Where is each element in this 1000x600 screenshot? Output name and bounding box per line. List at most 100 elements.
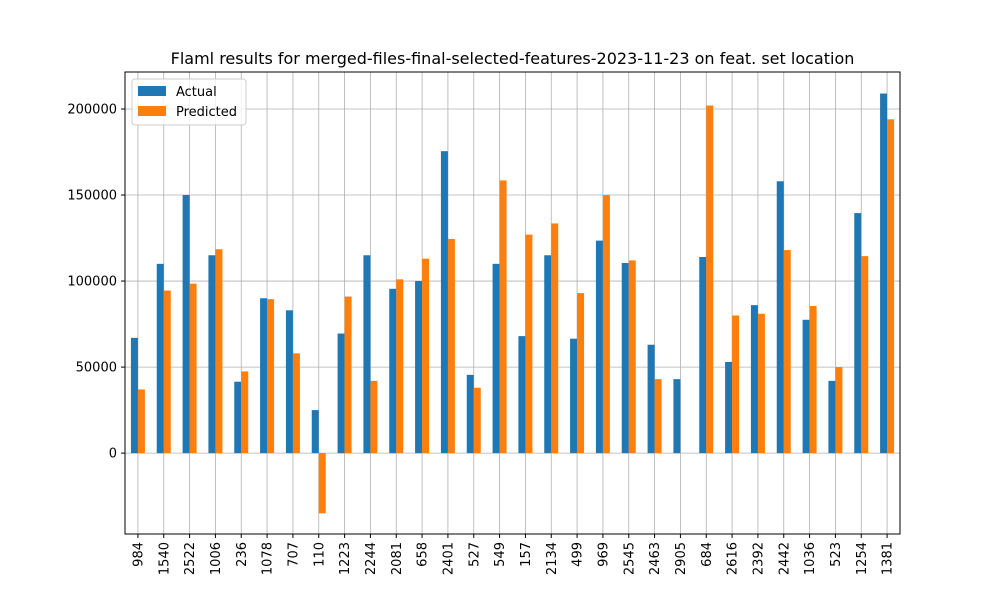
x-tick-label: 2401 [441,542,456,575]
x-tick-label: 157 [519,542,534,567]
bar-predicted-549 [499,180,507,454]
bar-actual-984 [130,337,138,454]
bar-predicted-2522 [189,283,197,454]
y-tick-label: 150000 [67,189,117,204]
bar-actual-2522 [182,195,190,454]
bars [130,93,895,514]
y-tick-label: 50000 [76,361,117,376]
legend: Actual Predicted [131,78,247,126]
bar-actual-2463 [647,344,655,454]
x-tick-label: 527 [467,542,482,567]
x-tick-label: 2905 [674,542,689,575]
x-tick-label: 2134 [545,542,560,575]
x-tick-label: 110 [312,542,327,567]
bar-actual-523 [828,380,836,454]
x-tick-label: 499 [571,542,586,567]
bar-actual-2081 [389,288,397,454]
x-tick-label: 1540 [157,542,172,575]
bar-predicted-2463 [654,379,662,454]
bar-actual-1540 [156,263,164,454]
bar-actual-2401 [440,151,448,454]
x-tick-label: 2463 [648,542,663,575]
bar-predicted-236 [241,371,249,454]
bar-actual-2134 [544,255,552,454]
x-tick-label: 2522 [183,542,198,575]
legend-label-predicted: Predicted [176,105,237,120]
bar-actual-157 [518,336,526,454]
bar-predicted-969 [602,195,610,454]
x-tick-label: 1223 [338,542,353,575]
bar-actual-1078 [260,298,268,454]
y-tick-label: 200000 [67,102,117,117]
bar-predicted-2616 [732,315,740,454]
bar-predicted-2244 [370,380,378,454]
axes: 0 50000 100000 150000 200000 984 1540 2522 1006 2… [67,102,895,575]
y-tick-label: 0 [109,447,117,462]
x-tick-label: 2081 [390,542,405,575]
bar-actual-527 [466,374,474,454]
bar-actual-2244 [363,255,371,454]
bar-predicted-2401 [447,238,455,454]
legend-swatch-predicted [138,106,166,116]
x-tick-label: 1006 [209,542,224,575]
bar-predicted-523 [835,367,843,454]
legend-label-actual: Actual [176,85,217,100]
bar-actual-684 [699,256,707,454]
x-tick-label: 1036 [803,542,818,575]
bar-actual-2616 [725,361,733,454]
y-tick-label: 100000 [67,275,117,290]
bar-actual-1223 [337,333,345,454]
chart-title: Flaml results for merged-files-final-sel… [171,49,855,68]
bar-actual-969 [595,240,603,454]
bar-predicted-658 [422,258,430,454]
x-tick-label: 658 [416,542,431,567]
bar-actual-1036 [802,319,810,454]
bar-predicted-1036 [809,306,817,454]
bar-actual-2905 [673,379,681,454]
bar-actual-549 [492,263,500,454]
x-tick-label: 684 [700,542,715,567]
x-tick-label: 2442 [777,542,792,575]
x-tick-label: 984 [131,542,146,567]
x-tick-label: 549 [493,542,508,567]
bar-predicted-2134 [551,223,559,454]
bar-actual-2442 [776,181,784,454]
bar-predicted-527 [473,387,481,454]
bar-actual-1381 [880,93,888,454]
bar-predicted-1254 [861,256,869,454]
bar-predicted-984 [137,389,145,454]
bar-predicted-2442 [783,250,791,454]
x-tick-label: 236 [235,542,250,567]
bar-actual-2392 [750,305,758,454]
bar-predicted-2392 [757,313,765,454]
bar-actual-236 [234,381,242,454]
bar-predicted-1381 [887,119,895,454]
x-tick-label: 1381 [881,542,896,575]
x-tick-label: 2244 [364,542,379,575]
bar-predicted-157 [525,234,533,454]
legend-swatch-actual [138,86,166,96]
bar-predicted-2545 [628,260,636,454]
bar-actual-2545 [621,262,629,454]
x-tick-label: 2616 [726,542,741,575]
x-tick-label: 1078 [261,542,276,575]
bar-predicted-684 [706,105,714,454]
x-tick-label: 707 [286,542,301,567]
bar-actual-499 [570,338,578,454]
bar-actual-1254 [854,213,862,454]
x-tick-label: 2392 [751,542,766,575]
bar-predicted-2081 [396,279,404,454]
x-tick-label: 523 [829,542,844,567]
bar-predicted-499 [577,293,585,454]
bar-actual-110 [311,410,319,454]
bar-actual-707 [285,310,293,454]
bar-predicted-1540 [163,290,171,454]
bar-actual-658 [415,281,423,454]
bar-predicted-707 [292,353,300,454]
bar-predicted-1223 [344,296,352,454]
bar-predicted-1078 [267,299,275,454]
bar-actual-1006 [208,255,216,454]
bar-predicted-110 [318,453,326,514]
x-tick-label: 969 [596,542,611,567]
